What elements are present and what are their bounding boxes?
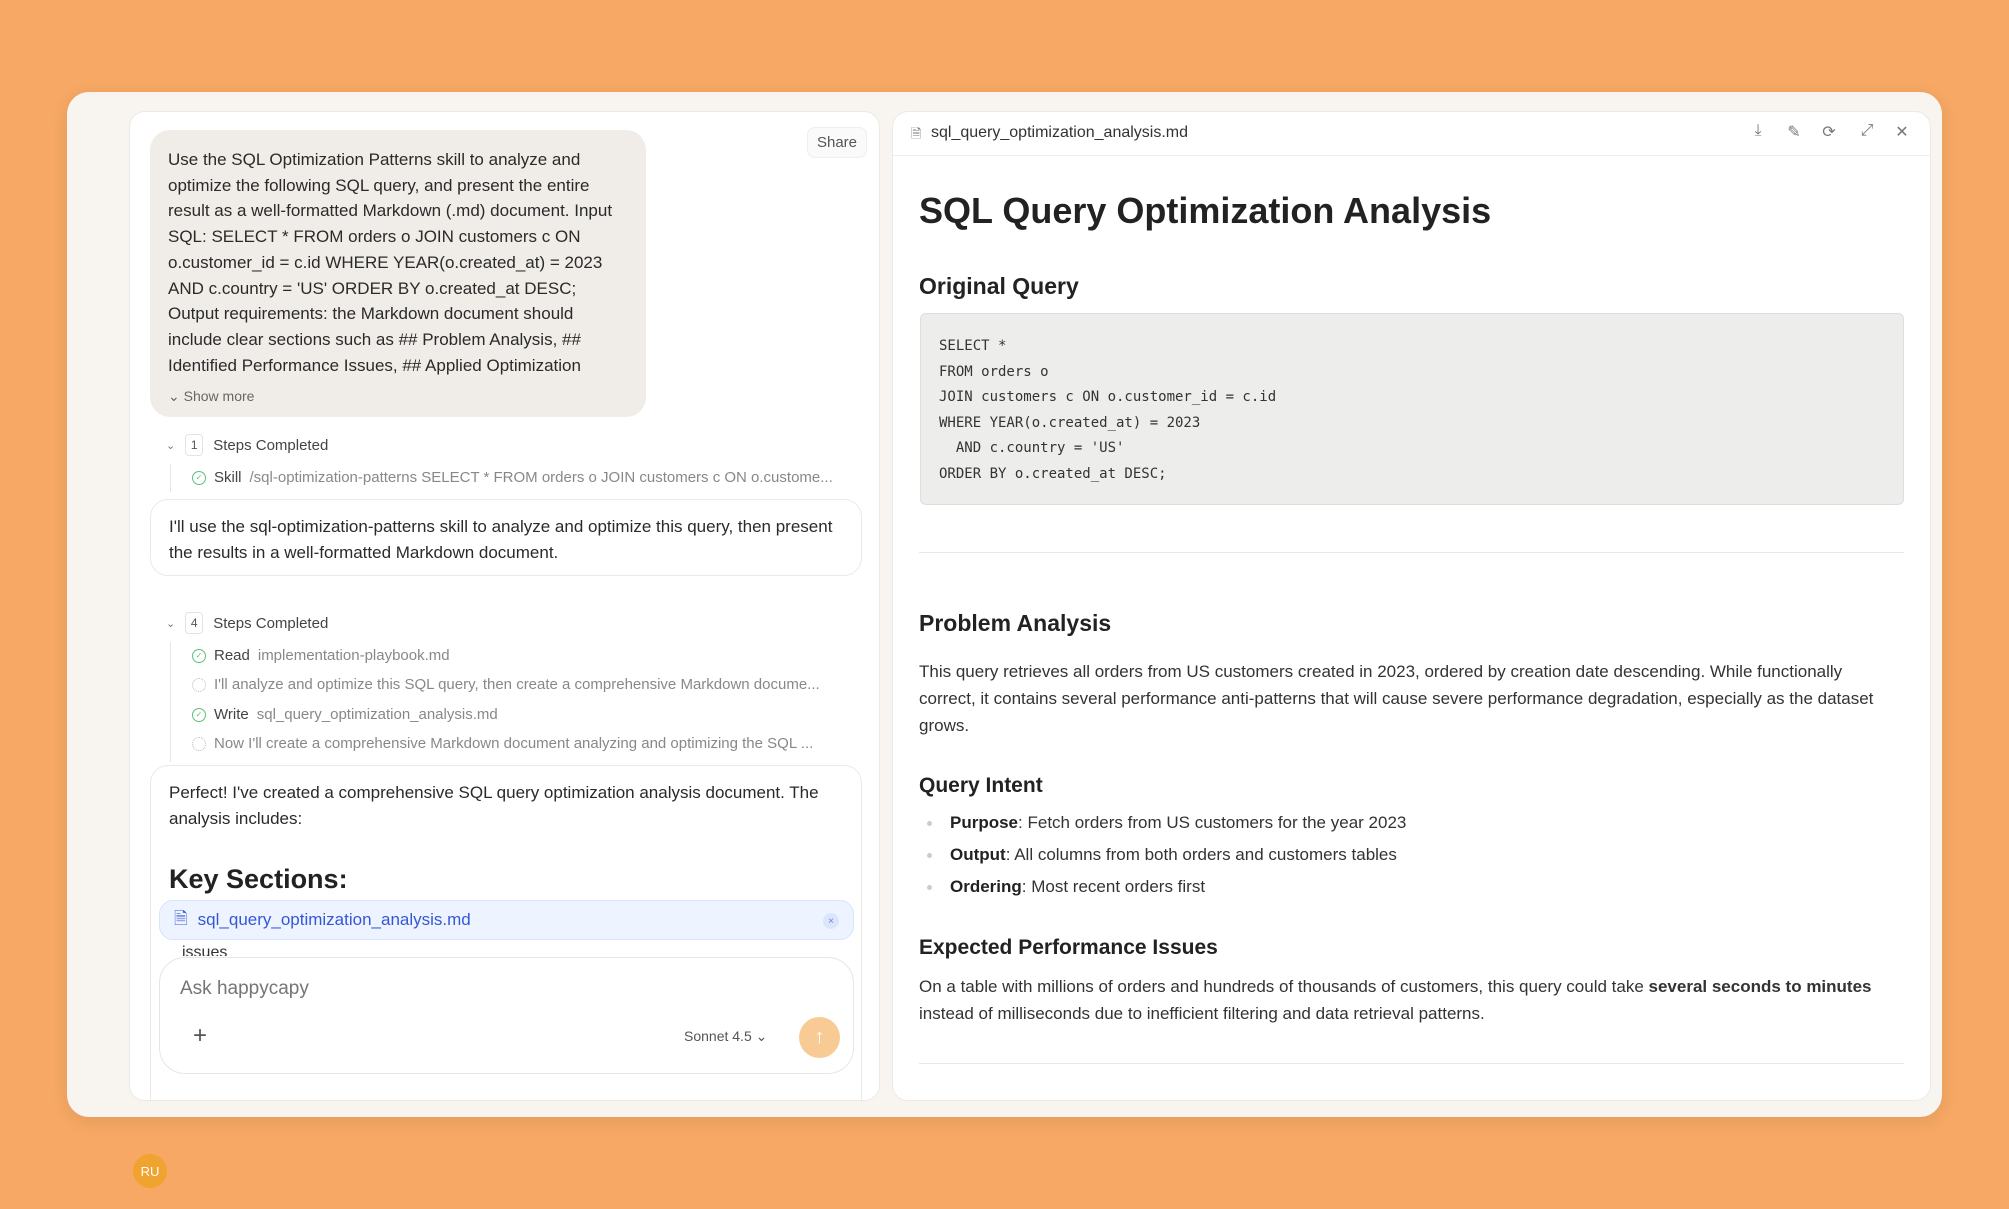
file-icon: 🗎	[174, 908, 188, 928]
show-more-button[interactable]: ⌄ Show more	[168, 384, 254, 410]
section-heading: Problem Analysis	[919, 610, 1112, 636]
close-icon[interactable]: ×	[823, 913, 839, 929]
assistant-message: I'll use the sql-optimization-patterns s…	[150, 499, 862, 576]
step-item[interactable]: ✓ Write sql_query_optimization_analysis.…	[192, 706, 852, 723]
item-text: : All columns from both orders and custo…	[1005, 845, 1397, 864]
user-message-text: Use the SQL Optimization Patterns skill …	[168, 150, 613, 375]
download-icon[interactable]: ⤓	[1754, 122, 1762, 139]
model-selector[interactable]: Sonnet 4.5 ⌄	[684, 1028, 767, 1045]
document-panel: 🗎 sql_query_optimization_analysis.md ⤓ ✎…	[892, 111, 1931, 1101]
item-label: Purpose	[950, 813, 1019, 832]
steps-count: 1	[185, 434, 204, 456]
model-label: Sonnet 4.5	[684, 1028, 752, 1044]
code-block: SELECT * FROM orders o JOIN customers c …	[920, 313, 1904, 505]
document-header: 🗎 sql_query_optimization_analysis.md ⤓ ✎…	[893, 112, 1930, 156]
step-action: Skill	[214, 469, 242, 486]
chevron-down-icon: ⌄	[166, 439, 176, 452]
step-item[interactable]: Now I'll create a comprehensive Markdown…	[192, 735, 852, 752]
step-detail: /sql-optimization-patterns SELECT * FROM…	[249, 469, 833, 486]
chevron-down-icon: ⌄	[168, 388, 184, 404]
chat-input-box: + Sonnet 4.5 ⌄ ↑	[159, 957, 854, 1074]
bold-text: several seconds to minutes	[1648, 977, 1872, 996]
step-detail: sql_query_optimization_analysis.md	[256, 706, 498, 723]
chat-input[interactable]	[180, 978, 780, 1000]
bullet	[927, 884, 932, 890]
chat-panel: Share Use the SQL Optimization Patterns …	[129, 111, 880, 1101]
subsection-heading: Expected Performance Issues	[919, 936, 1218, 959]
send-button[interactable]: ↑	[799, 1017, 840, 1058]
share-button[interactable]: Share	[807, 127, 867, 158]
steps-toggle[interactable]: ⌄ 4 Steps Completed	[166, 612, 328, 634]
bullet	[927, 820, 932, 826]
file-icon: 🗎	[911, 126, 922, 141]
close-icon[interactable]: ✕	[1895, 124, 1909, 141]
step-detail: implementation-playbook.md	[257, 647, 450, 664]
step-action: Read	[214, 647, 250, 664]
divider	[170, 464, 171, 492]
divider	[919, 552, 1904, 553]
steps-label: Steps Completed	[213, 436, 329, 454]
step-item[interactable]: I'll analyze and optimize this SQL query…	[192, 676, 852, 693]
item-text: : Fetch orders from US customers for the…	[1018, 813, 1407, 832]
avatar[interactable]: RU	[133, 1154, 167, 1188]
section-heading: Original Query	[919, 273, 1079, 299]
bullet	[927, 852, 932, 858]
loading-icon	[192, 677, 206, 692]
text: instead of milliseconds due to inefficie…	[919, 1004, 1485, 1023]
key-sections-heading: Key Sections:	[169, 864, 348, 894]
list-item: Ordering: Most recent orders first	[927, 877, 1205, 897]
list-item: Purpose: Fetch orders from US customers …	[927, 813, 1406, 833]
step-item[interactable]: ✓ Skill /sql-optimization-patterns SELEC…	[192, 469, 852, 486]
file-chip[interactable]: 🗎 sql_query_optimization_analysis.md ×	[159, 900, 854, 940]
subsection-heading: Query Intent	[919, 774, 1043, 797]
divider	[919, 1063, 1904, 1064]
show-more-label: Show more	[183, 388, 255, 404]
step-item[interactable]: ✓ Read implementation-playbook.md	[192, 647, 852, 664]
expand-icon[interactable]: ⤢	[1860, 122, 1874, 139]
edit-icon[interactable]: ✎	[1787, 124, 1801, 141]
step-detail: Now I'll create a comprehensive Markdown…	[214, 735, 814, 752]
chevron-down-icon: ⌄	[755, 1028, 768, 1044]
assistant-message-text: Perfect! I've created a comprehensive SQ…	[169, 783, 819, 828]
text: On a table with millions of orders and h…	[919, 977, 1649, 996]
item-text: : Most recent orders first	[1021, 877, 1206, 896]
step-detail: I'll analyze and optimize this SQL query…	[214, 676, 820, 693]
check-circle-icon: ✓	[192, 707, 206, 722]
document-title: SQL Query Optimization Analysis	[919, 190, 1492, 231]
paragraph: On a table with millions of orders and h…	[919, 973, 1899, 1027]
divider	[170, 642, 171, 762]
chevron-down-icon: ⌄	[166, 617, 176, 630]
list-item: Output: All columns from both orders and…	[927, 845, 1397, 865]
add-attachment-icon[interactable]: +	[193, 1022, 208, 1049]
check-circle-icon: ✓	[192, 470, 206, 485]
loading-icon	[192, 736, 206, 751]
check-circle-icon: ✓	[192, 648, 206, 663]
steps-count: 4	[185, 612, 204, 634]
file-chip-name: sql_query_optimization_analysis.md	[197, 910, 471, 929]
item-label: Output	[950, 845, 1006, 864]
step-action: Write	[214, 706, 249, 723]
item-label: Ordering	[950, 877, 1022, 896]
document-filename: sql_query_optimization_analysis.md	[931, 124, 1189, 141]
message-fragment: issues	[182, 944, 228, 956]
paragraph: This query retrieves all orders from US …	[919, 662, 1874, 735]
user-message: Use the SQL Optimization Patterns skill …	[150, 130, 646, 417]
arrow-up-icon: ↑	[814, 1026, 825, 1048]
steps-label: Steps Completed	[213, 614, 329, 632]
refresh-icon[interactable]: ⟳	[1822, 124, 1836, 141]
steps-toggle[interactable]: ⌄ 1 Steps Completed	[166, 434, 328, 456]
